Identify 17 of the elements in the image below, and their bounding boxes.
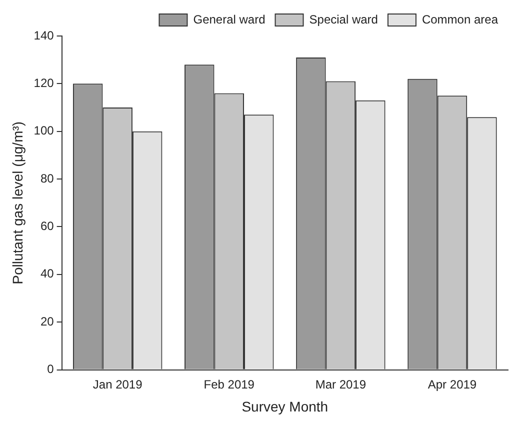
- y-axis-title: Pollutant gas level (μg/m³): [9, 121, 26, 284]
- x-axis-title: Survey Month: [242, 398, 328, 414]
- x-tick-label: Apr 2019: [428, 377, 477, 392]
- x-tick-label: Feb 2019: [204, 377, 255, 392]
- y-tick-label: 120: [34, 76, 54, 90]
- y-tick-label: 40: [40, 266, 54, 281]
- y-tick-label: 60: [40, 219, 54, 234]
- y-tick-label: 0: [47, 362, 54, 376]
- legend-label: General ward: [193, 12, 266, 26]
- y-tick-label: 100: [34, 124, 54, 138]
- y-tick-label: 140: [34, 28, 54, 42]
- x-tick-label: Jan 2019: [92, 377, 143, 392]
- legend-label: Special ward: [309, 12, 378, 26]
- y-tick-label: 80: [40, 171, 54, 186]
- y-tick-label: 20: [40, 314, 54, 328]
- legend-label: Common area: [422, 12, 498, 26]
- x-tick-label: Mar 2019: [315, 377, 366, 392]
